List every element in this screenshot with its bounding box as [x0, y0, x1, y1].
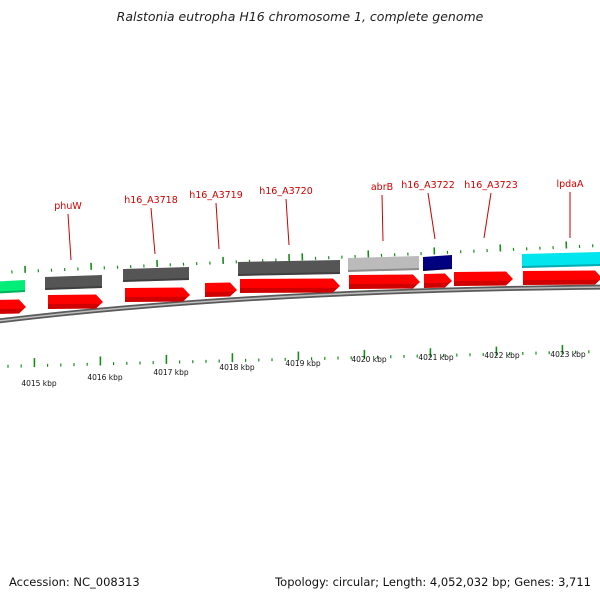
gene-label-h16-a3719[interactable]: h16_A3719 [189, 190, 243, 201]
cds-arrow-2 [125, 287, 190, 302]
leader-line-2 [215, 202, 220, 250]
feature-gene-green [0, 280, 25, 294]
genome-summary-text: Topology: circular; Length: 4,052,032 bp… [275, 575, 591, 589]
gene-label-h16-a3718[interactable]: h16_A3718 [124, 195, 178, 206]
feature-gene-lpdaa-shade [522, 264, 600, 268]
kbp-label-4018: 4018 kbp [219, 363, 255, 372]
cds-arrow-1 [48, 294, 103, 309]
cds-arrow-shade-6 [424, 282, 450, 288]
feature-gene-green-shade [0, 290, 25, 294]
cds-arrow-7 [454, 271, 513, 286]
feature-gene-abrb [348, 256, 419, 272]
cds-arrow-shade-1 [48, 303, 101, 309]
feature-gene-h16-a3718 [123, 267, 189, 282]
feature-gene-phuw-shade [45, 286, 102, 290]
feature-track [0, 252, 600, 314]
leader-line-5 [427, 192, 436, 240]
leader-line-0 [67, 213, 72, 261]
feature-gene-abrb-shade [348, 268, 419, 272]
kbp-label-4019: 4019 kbp [285, 359, 321, 368]
cds-arrow-3 [205, 282, 237, 297]
kbp-label-4016: 4016 kbp [87, 373, 123, 382]
leader-line-4 [381, 194, 384, 242]
cds-arrow-shade-4 [240, 287, 338, 293]
kbp-label-4022: 4022 kbp [484, 351, 520, 360]
scale-tick-track [7, 344, 590, 368]
feature-gene-h16-a3718-shade [123, 278, 189, 282]
feature-gene-h16-a3722-shade [423, 267, 452, 271]
cds-arrow-shade-7 [454, 280, 511, 286]
accession-text: Accession: NC_008313 [9, 575, 140, 589]
kbp-label-4023: 4023 kbp [550, 350, 586, 359]
outer-tick-track [11, 241, 594, 274]
cds-arrow-shade-8 [523, 279, 600, 285]
chromosome-backbone [0, 284, 600, 324]
gene-label-abrb[interactable]: abrB [371, 182, 393, 193]
feature-gene-phuw [45, 275, 102, 290]
kbp-label-4021: 4021 kbp [418, 353, 454, 362]
cds-arrow-shade-0 [0, 308, 24, 314]
kbp-label-4017: 4017 kbp [153, 368, 189, 377]
kbp-label-4020: 4020 kbp [351, 355, 387, 364]
leader-line-6 [483, 192, 492, 239]
feature-gene-lpdaa [522, 252, 600, 268]
cds-arrow-5 [349, 274, 420, 289]
feature-gene-h16-a3720-shade [238, 272, 340, 276]
label-leader-lines [67, 192, 571, 261]
cds-arrow-shade-2 [125, 296, 188, 302]
cds-arrow-0 [0, 299, 26, 314]
backbone-highlight [0, 286, 600, 322]
gene-label-h16-a3722[interactable]: h16_A3722 [401, 180, 455, 191]
leader-line-3 [285, 198, 290, 246]
cds-arrow-4 [240, 278, 340, 293]
feature-gene-h16-a3720 [238, 260, 340, 276]
leader-line-1 [150, 207, 156, 255]
gene-label-h16-a3723[interactable]: h16_A3723 [464, 180, 518, 191]
kbp-label-4015: 4015 kbp [21, 379, 57, 388]
gene-label-lpdaa[interactable]: lpdaA [556, 179, 584, 190]
gene-label-phuw[interactable]: phuW [54, 201, 82, 212]
cds-arrow-8 [523, 270, 600, 285]
cds-arrow-shade-3 [205, 291, 235, 297]
genome-title: Ralstonia eutropha H16 chromosome 1, com… [116, 9, 484, 24]
gene-label-h16-a3720[interactable]: h16_A3720 [259, 186, 313, 197]
cds-arrow-6 [424, 273, 452, 288]
feature-gene-h16-a3722 [423, 255, 452, 271]
cds-arrow-shade-5 [349, 283, 418, 289]
